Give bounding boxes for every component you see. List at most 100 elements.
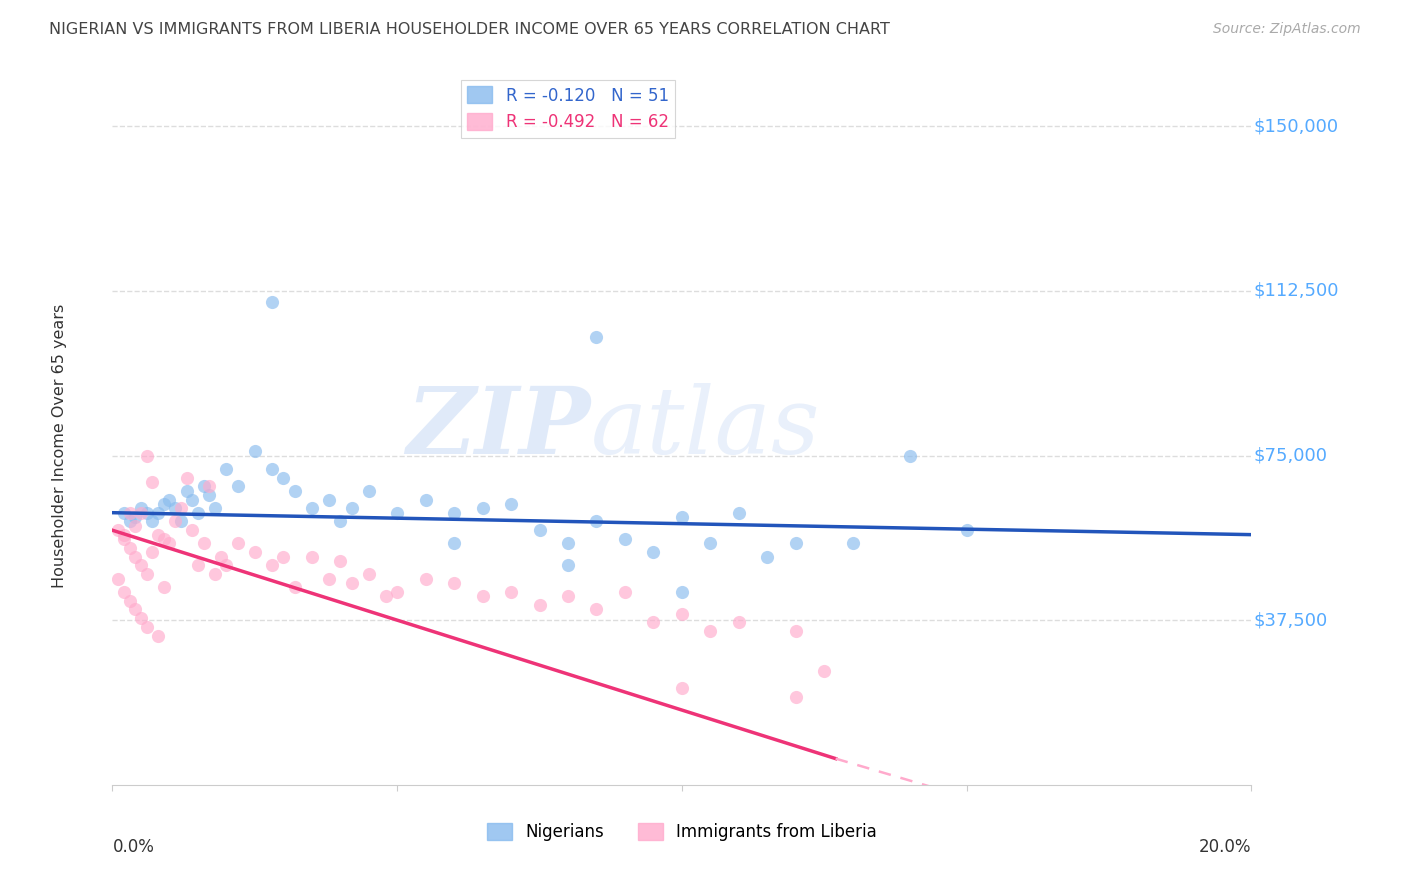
Point: [471, 589, 494, 603]
Text: $112,500: $112,500: [1254, 282, 1339, 300]
Point: [176, 470, 198, 484]
Point: [118, 541, 141, 555]
Point: [141, 545, 163, 559]
Text: $75,000: $75,000: [1254, 447, 1327, 465]
Point: [699, 624, 721, 639]
Point: [301, 549, 323, 564]
Point: [529, 523, 551, 537]
Point: [271, 549, 295, 564]
Text: $37,500: $37,500: [1254, 611, 1327, 629]
Point: [613, 584, 636, 599]
Point: [243, 444, 266, 458]
Point: [124, 602, 146, 616]
Point: [226, 479, 249, 493]
Point: [135, 449, 157, 463]
Point: [152, 497, 174, 511]
Point: [112, 584, 135, 599]
Point: [165, 515, 187, 529]
Point: [107, 523, 129, 537]
Point: [141, 515, 163, 529]
Point: [728, 506, 751, 520]
Point: [785, 624, 807, 639]
Point: [129, 611, 152, 625]
Point: [118, 515, 141, 529]
Point: [340, 501, 363, 516]
Point: [226, 536, 249, 550]
Point: [501, 584, 523, 599]
Point: [135, 506, 157, 520]
Point: [170, 515, 193, 529]
Point: [181, 492, 204, 507]
Point: [557, 558, 579, 573]
Point: [118, 506, 141, 520]
Point: [329, 515, 352, 529]
Point: [193, 479, 215, 493]
Text: 20.0%: 20.0%: [1199, 838, 1251, 856]
Point: [176, 483, 198, 498]
Point: [443, 576, 465, 591]
Point: [152, 580, 174, 594]
Point: [385, 506, 409, 520]
Point: [146, 629, 169, 643]
Point: [129, 558, 152, 573]
Point: [129, 506, 152, 520]
Point: [141, 475, 163, 489]
Point: [374, 589, 396, 603]
Point: [756, 549, 779, 564]
Point: [671, 681, 693, 696]
Point: [699, 536, 721, 550]
Point: [301, 501, 323, 516]
Point: [152, 532, 174, 546]
Point: [643, 545, 665, 559]
Point: [318, 492, 340, 507]
Point: [357, 483, 380, 498]
Point: [501, 497, 523, 511]
Point: [585, 602, 607, 616]
Point: [785, 690, 807, 705]
Point: [671, 510, 693, 524]
Point: [181, 523, 204, 537]
Text: 0.0%: 0.0%: [112, 838, 155, 856]
Text: atlas: atlas: [591, 384, 820, 473]
Point: [193, 536, 215, 550]
Point: [159, 492, 180, 507]
Point: [112, 527, 135, 541]
Point: [124, 519, 146, 533]
Point: [785, 536, 807, 550]
Point: [187, 558, 209, 573]
Text: Source: ZipAtlas.com: Source: ZipAtlas.com: [1213, 22, 1361, 37]
Point: [124, 510, 146, 524]
Text: NIGERIAN VS IMMIGRANTS FROM LIBERIA HOUSEHOLDER INCOME OVER 65 YEARS CORRELATION: NIGERIAN VS IMMIGRANTS FROM LIBERIA HOUS…: [49, 22, 890, 37]
Point: [129, 501, 152, 516]
Point: [118, 593, 141, 607]
Text: Householder Income Over 65 years: Householder Income Over 65 years: [52, 304, 66, 588]
Point: [340, 576, 363, 591]
Point: [260, 462, 283, 476]
Point: [671, 607, 693, 621]
Point: [112, 532, 135, 546]
Point: [318, 572, 340, 586]
Point: [529, 598, 551, 612]
Point: [204, 501, 226, 516]
Point: [841, 536, 863, 550]
Point: [284, 580, 307, 594]
Point: [415, 492, 437, 507]
Point: [198, 479, 221, 493]
Point: [170, 501, 193, 516]
Point: [204, 567, 226, 582]
Point: [215, 462, 238, 476]
Point: [898, 449, 921, 463]
Point: [671, 584, 693, 599]
Point: [357, 567, 380, 582]
Text: ZIP: ZIP: [406, 384, 591, 473]
Point: [329, 554, 352, 568]
Point: [415, 572, 437, 586]
Point: [443, 506, 465, 520]
Point: [107, 572, 129, 586]
Point: [728, 615, 751, 630]
Point: [198, 488, 221, 502]
Point: [112, 506, 135, 520]
Point: [215, 558, 238, 573]
Point: [385, 584, 409, 599]
Point: [557, 536, 579, 550]
